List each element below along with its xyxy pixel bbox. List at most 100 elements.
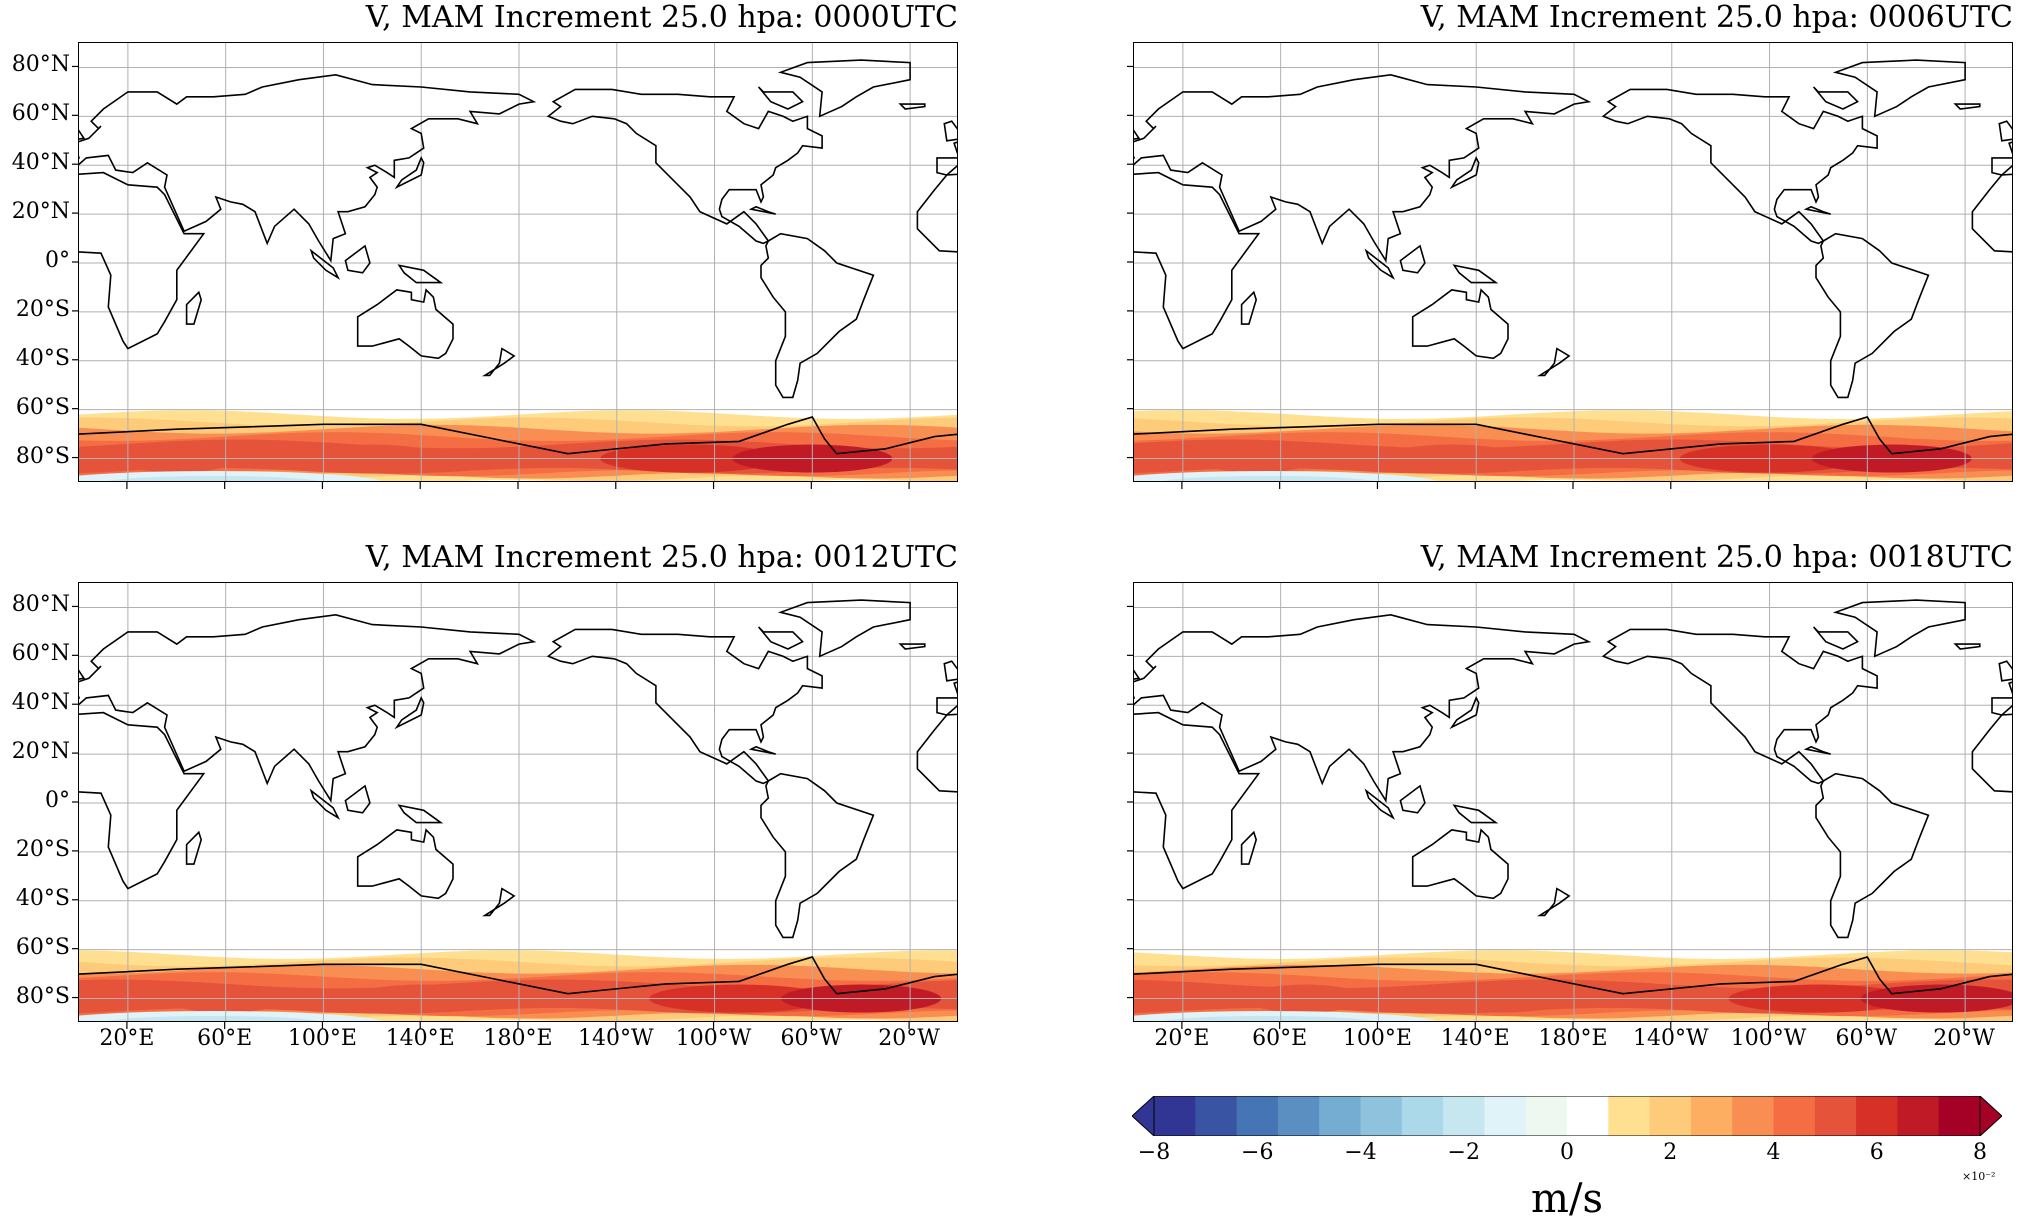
- lon-tick-label: 180°E: [483, 1026, 553, 1051]
- colorbar-tick-label: −8: [1137, 1140, 1171, 1165]
- panel-title: V, MAM Increment 25.0 hpa: 0006UTC: [1420, 0, 2013, 35]
- map-area: [1133, 582, 2013, 1022]
- colorbar-tick-label: −2: [1447, 1140, 1480, 1165]
- coast-borneo: [344, 244, 371, 274]
- coast-japan: [394, 155, 425, 190]
- coast-nz: [1537, 887, 1571, 917]
- colorbar-tick-label: 0: [1560, 1140, 1574, 1165]
- coast-sumatra: [309, 248, 341, 280]
- coast-greenland: [777, 599, 911, 658]
- lon-tick-label: 180°E: [1538, 1026, 1608, 1051]
- coast-samerica: [1815, 232, 1930, 399]
- lat-tick-label: 0°: [45, 788, 70, 813]
- coast-uk: [1134, 129, 1141, 140]
- coast-namerica: [1601, 628, 1878, 785]
- map-svg: [79, 583, 957, 1021]
- colorbar-segment: [1856, 1096, 1898, 1136]
- map-svg: [1134, 43, 2012, 481]
- panel-title: V, MAM Increment 25.0 hpa: 0012UTC: [365, 540, 958, 575]
- coast-sumatra: [309, 788, 341, 820]
- coast-borneo: [1399, 244, 1426, 274]
- lat-tick-label: 20°N: [11, 739, 70, 765]
- coast-japan: [394, 695, 425, 730]
- lon-tick-label: 100°E: [287, 1026, 357, 1051]
- lat-tick-label: 40°N: [11, 150, 70, 176]
- colorbar-tick-label: 6: [1869, 1140, 1884, 1165]
- lat-tick-label: 0°: [45, 248, 70, 273]
- colorbar-tick-label: −6: [1241, 1140, 1274, 1165]
- coast-africa: [1134, 711, 1261, 890]
- colorbar: −8 −6 −4 −2 0 2 4 6 8 ×10⁻² m/s: [1131, 1094, 2003, 1222]
- coast-madagascar: [185, 290, 203, 325]
- colorbar-segment: [1897, 1096, 1940, 1136]
- coast-borneo: [344, 784, 371, 814]
- coast-africa: [79, 171, 206, 350]
- lon-tick-label: 140°W: [577, 1026, 654, 1051]
- lat-tick-label: 60°S: [15, 394, 70, 420]
- coast-eurasia: [79, 73, 537, 263]
- coast-greenland: [777, 59, 911, 118]
- lon-tick-label: 20°W: [1933, 1026, 1995, 1051]
- coast-cuba: [748, 745, 776, 755]
- coast-baffin: [757, 86, 804, 110]
- colorbar-segment: [1236, 1096, 1279, 1136]
- colorbar-segment: [1484, 1096, 1527, 1136]
- lat-tick-label: 60°N: [11, 641, 70, 667]
- coast-africa: [79, 711, 206, 890]
- colorbar-unit: m/s: [1531, 1176, 1603, 1222]
- coast-samerica: [760, 232, 875, 399]
- coast-samerica: [760, 772, 875, 939]
- coast-australia: [356, 828, 454, 900]
- colorbar-segment: [1195, 1096, 1238, 1136]
- coast-iceland-wrap: [1953, 103, 1981, 110]
- coast-samerica: [1815, 772, 1930, 939]
- colorbar-segment: [1401, 1096, 1444, 1136]
- coast-uk: [79, 669, 86, 680]
- colorbar-min-extend: [1131, 1094, 1155, 1138]
- colorbar-segment: [1773, 1096, 1816, 1136]
- lon-tick-label: 60°E: [1252, 1026, 1308, 1051]
- coast-africa: [1134, 171, 1261, 350]
- colorbar-exponent: ×10⁻²: [1962, 1170, 1996, 1183]
- coast-sumatra: [1364, 248, 1396, 280]
- lon-tick-label: 100°W: [675, 1026, 752, 1051]
- coast-antarctica: [1134, 956, 2012, 995]
- coast-iceland-wrap: [1953, 643, 1981, 650]
- coast-nz: [482, 347, 516, 377]
- lat-tick-label: 40°S: [15, 345, 70, 371]
- colorbar-bar: [1131, 1094, 2003, 1138]
- colorbar-segment: [1732, 1096, 1774, 1136]
- coast-australia: [356, 288, 454, 360]
- coast-antarctica: [79, 416, 957, 455]
- map-area: [78, 582, 958, 1022]
- coast-baffin: [1812, 86, 1859, 110]
- coast-cuba: [1803, 205, 1831, 215]
- colorbar-segment: [1649, 1096, 1692, 1136]
- coast-baffin: [757, 626, 804, 650]
- lat-tick-label: 40°S: [15, 885, 70, 911]
- lon-tick-label: 20°E: [99, 1026, 155, 1051]
- coast-newguinea: [1452, 264, 1499, 284]
- coast-antarctica: [79, 956, 957, 995]
- lat-tick-label: 20°S: [15, 296, 70, 322]
- coast-eurasia: [1134, 613, 1592, 803]
- lat-tick-label: 80°S: [15, 443, 70, 469]
- panel-title: V, MAM Increment 25.0 hpa: 0000UTC: [365, 0, 958, 35]
- coast-japan: [1449, 155, 1480, 190]
- colorbar-segment: [1443, 1096, 1485, 1136]
- coast-cuba: [1803, 745, 1831, 755]
- map-area: [78, 42, 958, 482]
- colorbar-segment: [1690, 1096, 1733, 1136]
- coast-uk-wrap: [1998, 120, 2012, 142]
- colorbar-segment: [1608, 1096, 1651, 1136]
- lat-tick-label: 20°S: [15, 836, 70, 862]
- colorbar-max-extend: [1979, 1094, 2003, 1138]
- colorbar-segment: [1154, 1096, 1196, 1136]
- lat-tick-label: 40°N: [11, 690, 70, 716]
- lon-tick-label: 20°E: [1154, 1026, 1210, 1051]
- lon-tick-label: 60°W: [1835, 1026, 1898, 1051]
- coast-cuba: [748, 205, 776, 215]
- coast-namerica: [546, 628, 823, 785]
- coast-iceland-wrap: [898, 643, 926, 650]
- colorbar-segment: [1814, 1096, 1857, 1136]
